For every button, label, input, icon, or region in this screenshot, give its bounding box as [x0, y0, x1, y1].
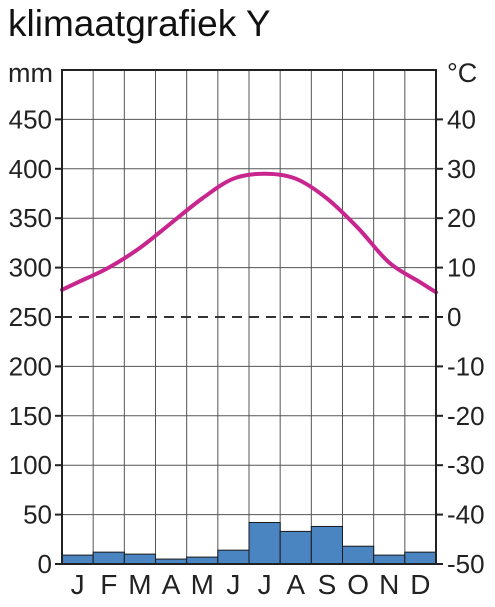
month-label: M [128, 569, 151, 600]
right-axis-ticks: -50 -40 -30 -20 -10 0 10 20 30 40 [436, 104, 485, 579]
left-tick-label: 350 [9, 203, 52, 233]
precipitation-bar [61, 554, 94, 565]
month-label: M [191, 569, 214, 600]
right-tick-label: 0 [447, 302, 461, 332]
left-tick-label: 150 [9, 401, 52, 431]
left-tick-label: 400 [9, 154, 52, 184]
left-tick-label: 100 [9, 450, 52, 480]
precipitation-bars [61, 522, 437, 565]
month-label: N [379, 569, 399, 600]
month-label: J [258, 569, 272, 600]
temperature-line-group [60, 171, 438, 295]
left-tick-label: 450 [9, 104, 52, 134]
right-tick-label: -40 [447, 500, 485, 530]
left-axis-ticks: 0 50 100 150 200 250 300 350 400 450 [9, 104, 62, 579]
right-tick-label: -50 [447, 549, 485, 579]
left-tick-label: 250 [9, 302, 52, 332]
right-tick-label: -30 [447, 450, 485, 480]
precipitation-bar [248, 522, 281, 565]
left-tick-label: 0 [38, 549, 52, 579]
right-tick-label: -20 [447, 401, 485, 431]
month-label: D [410, 569, 430, 600]
chart-title: klimaatgrafiek Y [8, 3, 271, 44]
precipitation-bar [186, 556, 219, 565]
precipitation-bar [217, 549, 250, 565]
left-axis-unit: mm [8, 58, 53, 88]
month-label: F [100, 569, 117, 600]
left-tick-label: 50 [23, 500, 52, 530]
right-tick-label: 20 [447, 203, 476, 233]
left-tick-label: 300 [9, 253, 52, 283]
left-tick-label: 200 [9, 351, 52, 381]
right-tick-label: -10 [447, 351, 485, 381]
temperature-line [60, 171, 438, 295]
right-tick-label: 40 [447, 104, 476, 134]
month-label: O [347, 569, 369, 600]
precipitation-bar [279, 530, 312, 565]
month-label: A [162, 569, 181, 600]
right-tick-label: 10 [447, 253, 476, 283]
month-label: J [71, 569, 85, 600]
precipitation-bar [123, 553, 157, 565]
right-tick-label: 30 [447, 154, 476, 184]
precipitation-bar [92, 551, 125, 565]
precipitation-bar [310, 525, 344, 565]
month-label: S [318, 569, 337, 600]
month-label: A [286, 569, 305, 600]
precipitation-bar [404, 551, 437, 565]
precipitation-bar [342, 545, 375, 565]
precipitation-bar [373, 554, 406, 565]
right-axis-unit: °C [447, 58, 477, 88]
month-label: J [226, 569, 240, 600]
